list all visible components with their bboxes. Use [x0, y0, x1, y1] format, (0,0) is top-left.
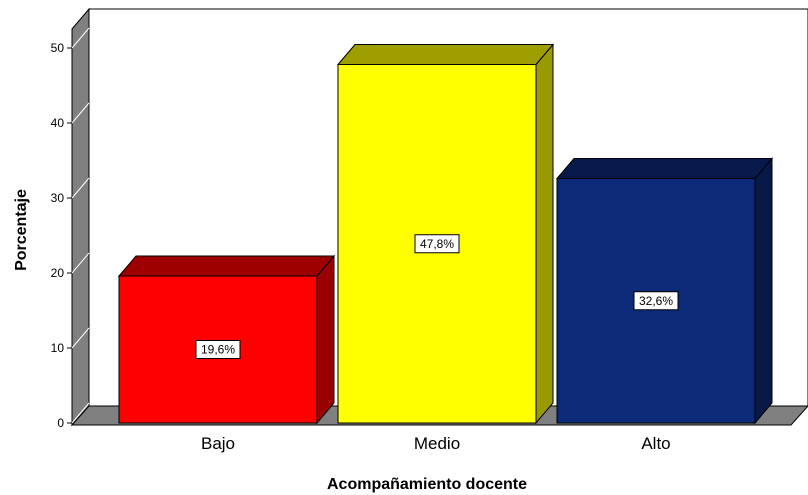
data-label-box: [414, 234, 460, 254]
bar-top: [336, 44, 555, 65]
side-wall: [71, 7, 90, 427]
data-label: 19,6%: [195, 340, 241, 359]
data-label-text: 47,8%: [420, 237, 454, 251]
data-label-text: 19,6%: [201, 343, 235, 357]
y-axis-ticks: 0 10 20 30 40 50: [51, 27, 90, 430]
data-label-box: [633, 291, 679, 311]
bar-side: [316, 254, 335, 425]
y-axis-title: Porcentaje: [13, 189, 30, 271]
bar-side: [754, 157, 773, 425]
bar-top: [555, 158, 774, 179]
x-axis-title: Acompañamiento docente: [327, 476, 527, 493]
bar-top: [117, 255, 336, 277]
data-label-text: 32,6%: [639, 294, 673, 308]
x-category-label: Bajo: [201, 434, 235, 453]
x-category-label: Medio: [414, 434, 460, 453]
y-tick-label: 50: [51, 41, 65, 55]
y-tick-label: 40: [51, 116, 65, 130]
y-tick-mark: [71, 327, 90, 349]
category-labels: Bajo Medio Alto: [201, 434, 671, 453]
data-label: 32,6%: [633, 291, 679, 311]
y-tick-label: 30: [51, 191, 65, 205]
y-tick-mark: [71, 252, 90, 274]
bar-side: [535, 43, 554, 425]
y-tick-mark: [71, 402, 90, 424]
data-label-box: [195, 340, 241, 359]
bar-medio: [336, 43, 555, 425]
y-tick-mark: [71, 177, 90, 199]
y-tick-label: 20: [51, 266, 65, 280]
y-tick-mark: [71, 102, 90, 124]
bar-bajo: [117, 254, 336, 425]
data-label: 47,8%: [414, 234, 460, 254]
y-tick-label: 10: [51, 341, 65, 355]
y-tick-mark: [71, 27, 90, 49]
x-category-label: Alto: [641, 434, 670, 453]
y-tick-label: 0: [57, 416, 64, 430]
data-labels: 19,6% 47,8% 32,6%: [195, 234, 679, 359]
bar-alto: [555, 157, 774, 425]
